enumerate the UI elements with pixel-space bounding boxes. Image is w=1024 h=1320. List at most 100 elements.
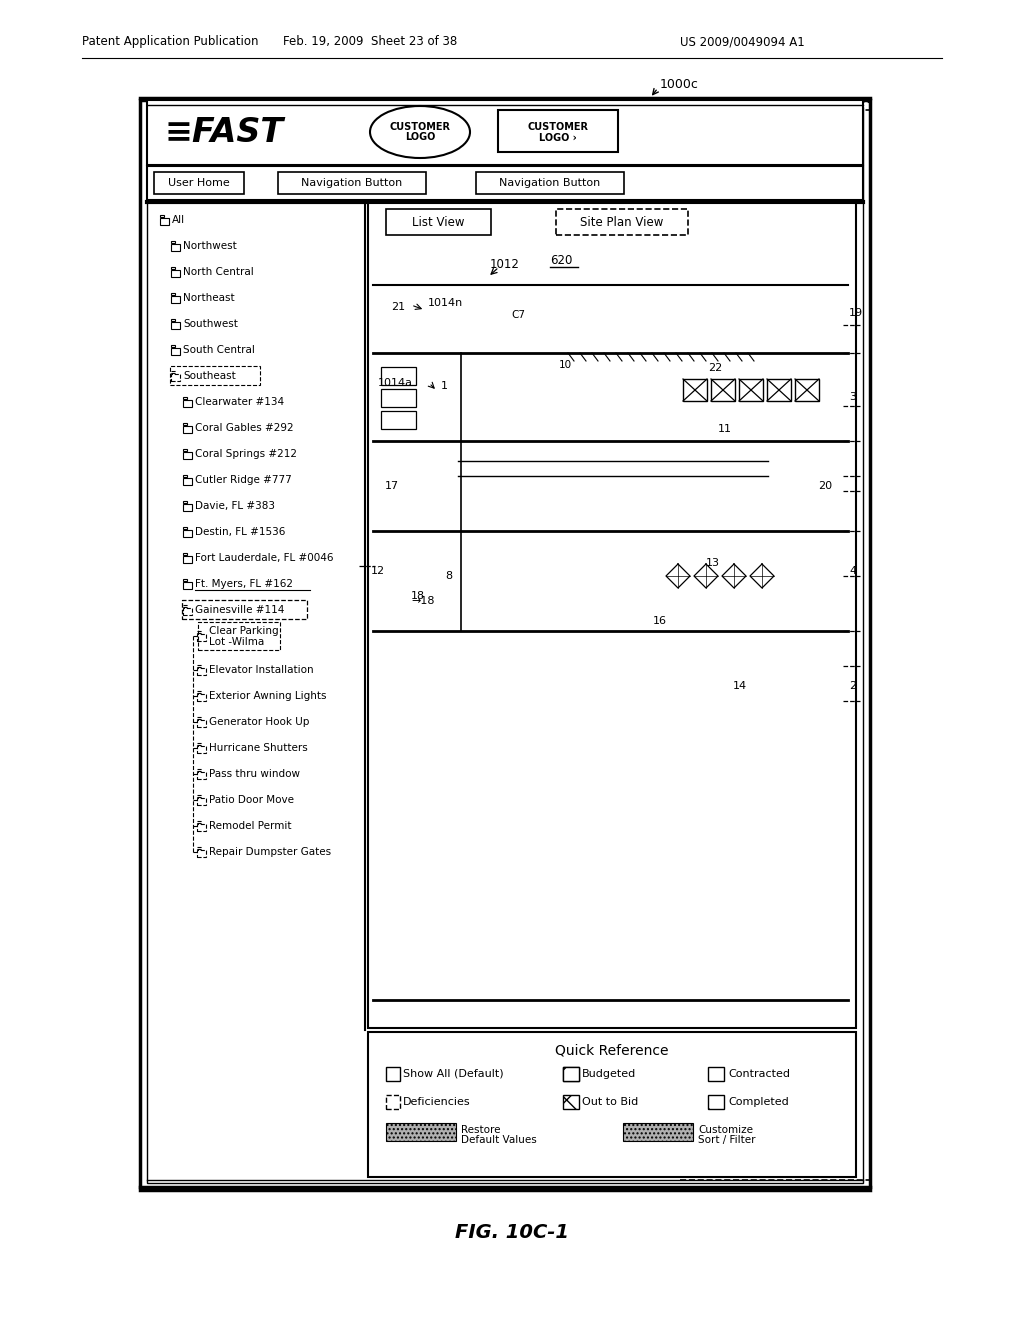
Text: 21: 21 xyxy=(391,302,406,312)
Bar xyxy=(563,1067,579,1081)
Bar xyxy=(183,449,187,451)
Bar xyxy=(171,347,180,355)
Text: 1000c: 1000c xyxy=(660,78,698,91)
Bar xyxy=(140,100,870,1191)
Bar xyxy=(183,422,187,425)
Text: Northeast: Northeast xyxy=(183,293,234,304)
Bar xyxy=(160,215,164,216)
Text: Budgeted: Budgeted xyxy=(582,1069,636,1078)
Text: Generator Hook Up: Generator Hook Up xyxy=(209,717,309,727)
Bar xyxy=(708,1067,724,1081)
Bar xyxy=(386,1096,400,1109)
Bar xyxy=(368,203,856,1028)
Text: Out to Bid: Out to Bid xyxy=(582,1097,638,1107)
Bar xyxy=(171,371,175,372)
Text: Clearwater #134: Clearwater #134 xyxy=(195,397,284,407)
Bar xyxy=(563,1096,579,1109)
Bar xyxy=(183,504,193,511)
Text: Davie, FL #383: Davie, FL #383 xyxy=(195,502,275,511)
Text: Show All (Default): Show All (Default) xyxy=(403,1069,504,1078)
Text: 1: 1 xyxy=(441,381,449,391)
Text: US 2009/0049094 A1: US 2009/0049094 A1 xyxy=(680,36,805,49)
Bar xyxy=(171,345,175,347)
Bar xyxy=(183,529,193,536)
Bar xyxy=(147,166,863,201)
Text: 1014a: 1014a xyxy=(378,378,413,388)
Text: 4: 4 xyxy=(849,566,856,576)
Text: Pass thru window: Pass thru window xyxy=(209,770,300,779)
Text: Patent Application Publication: Patent Application Publication xyxy=(82,36,258,49)
Text: →18: →18 xyxy=(411,597,434,606)
Bar xyxy=(386,1123,456,1140)
Bar xyxy=(171,322,180,329)
Bar xyxy=(197,772,206,779)
Text: Lot -Wilma: Lot -Wilma xyxy=(209,638,264,647)
Text: Ft. Myers, FL #162: Ft. Myers, FL #162 xyxy=(195,579,293,589)
Bar xyxy=(170,366,260,385)
Bar xyxy=(197,824,206,830)
Bar xyxy=(198,622,280,649)
Text: Destin, FL #1536: Destin, FL #1536 xyxy=(195,527,286,537)
Bar xyxy=(171,296,180,302)
Bar xyxy=(197,847,201,849)
Text: Northwest: Northwest xyxy=(183,242,237,251)
Bar xyxy=(197,668,206,675)
Text: 1012: 1012 xyxy=(490,259,520,272)
Bar xyxy=(563,1067,579,1081)
Text: CUSTOMER: CUSTOMER xyxy=(527,121,589,132)
Bar xyxy=(183,556,193,562)
Text: CUSTOMER: CUSTOMER xyxy=(389,121,451,132)
Bar xyxy=(171,244,180,251)
Bar xyxy=(739,379,763,401)
Bar xyxy=(197,795,201,797)
Bar xyxy=(197,719,206,726)
Bar xyxy=(183,400,193,407)
Bar xyxy=(711,379,735,401)
Bar xyxy=(183,475,187,477)
Bar xyxy=(183,451,193,458)
Text: Gainesville #114: Gainesville #114 xyxy=(195,605,285,615)
Text: 8: 8 xyxy=(445,572,453,581)
Bar xyxy=(197,770,201,771)
Text: LOGO: LOGO xyxy=(404,132,435,143)
Bar xyxy=(171,319,175,321)
Bar xyxy=(498,110,618,152)
Bar xyxy=(183,582,193,589)
Text: Exterior Awning Lights: Exterior Awning Lights xyxy=(209,690,327,701)
Bar xyxy=(381,389,416,407)
Text: South Central: South Central xyxy=(183,345,255,355)
Text: 22: 22 xyxy=(708,363,722,374)
Bar xyxy=(476,172,624,194)
Bar xyxy=(197,797,206,804)
Bar xyxy=(795,379,819,401)
Text: Clear Parking: Clear Parking xyxy=(209,626,279,636)
Bar xyxy=(183,527,187,529)
Ellipse shape xyxy=(370,106,470,158)
Bar xyxy=(154,172,244,194)
Bar xyxy=(197,692,201,693)
Text: FIG. 10C-1: FIG. 10C-1 xyxy=(455,1222,569,1242)
Bar xyxy=(183,579,187,581)
Bar xyxy=(171,374,180,380)
Text: 16: 16 xyxy=(653,616,667,626)
Text: Navigation Button: Navigation Button xyxy=(301,178,402,187)
Text: All: All xyxy=(172,215,185,224)
Text: Fort Lauderdale, FL #0046: Fort Lauderdale, FL #0046 xyxy=(195,553,334,564)
Bar xyxy=(197,634,206,640)
Text: 3: 3 xyxy=(849,392,856,403)
Bar xyxy=(160,218,169,224)
Bar xyxy=(623,1123,693,1140)
Text: Customize: Customize xyxy=(698,1125,753,1135)
Text: Restore: Restore xyxy=(461,1125,501,1135)
Text: 12: 12 xyxy=(371,566,385,576)
Bar xyxy=(278,172,426,194)
Text: Navigation Button: Navigation Button xyxy=(500,178,601,187)
Text: 10: 10 xyxy=(559,360,572,370)
Text: 19: 19 xyxy=(849,308,863,318)
Text: Southwest: Southwest xyxy=(183,319,238,329)
Text: North Central: North Central xyxy=(183,267,254,277)
Text: 1014n: 1014n xyxy=(428,298,463,308)
Bar xyxy=(183,607,193,615)
Text: Coral Springs #212: Coral Springs #212 xyxy=(195,449,297,459)
Text: Site Plan View: Site Plan View xyxy=(581,215,664,228)
